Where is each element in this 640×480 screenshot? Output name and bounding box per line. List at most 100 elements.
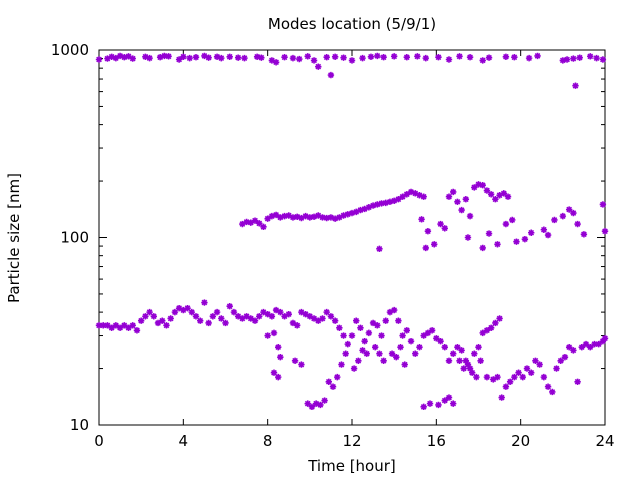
data-point [321,397,328,404]
data-point [420,332,427,339]
data-point [319,214,326,221]
data-point [422,54,429,62]
data-point [112,322,120,329]
y-tick-label: 1000 [51,41,89,59]
data-point [559,212,567,220]
data-point [336,214,343,221]
data-point [137,317,145,324]
data-point [601,228,609,235]
data-point [310,57,318,64]
data-point [565,343,573,351]
data-point [454,198,461,206]
data-point [437,337,444,345]
data-point [125,53,132,60]
data-point [369,319,377,327]
data-point [424,329,432,337]
data-point [565,206,573,213]
data-point [306,214,314,221]
data-point [272,59,280,66]
data-point [462,357,470,364]
data-point [414,53,421,60]
data-point [441,225,448,232]
data-point [353,317,360,324]
data-point [289,54,297,62]
data-point [502,383,510,390]
data-point [293,213,301,220]
data-point [304,400,311,407]
data-point [161,52,168,60]
data-point [95,322,103,329]
data-point [175,304,183,312]
data-point [247,315,254,322]
data-point [327,313,335,320]
data-point [239,220,246,228]
data-point [298,361,305,368]
data-point [578,343,586,351]
data-point [587,53,594,60]
data-point [272,306,280,314]
data-point [386,198,394,206]
data-point [258,54,265,61]
data-point [121,322,128,329]
data-point [420,403,427,411]
data-point [504,193,512,200]
data-point [251,217,259,224]
data-point [201,52,208,60]
data-point [599,201,607,208]
data-point [277,353,284,361]
chart-title: Modes location (5/9/1) [268,15,436,33]
data-point [475,343,482,351]
data-point [407,337,415,345]
data-point [492,319,499,327]
data-point [323,214,330,222]
data-point [331,317,339,324]
data-point [445,56,453,63]
data-point [374,52,381,60]
data-point [146,308,153,316]
data-point [435,401,442,409]
data-point [359,347,366,354]
data-point [154,319,162,327]
data-point [129,55,136,62]
data-point [450,350,457,357]
data-point [458,347,465,354]
data-point [574,220,581,228]
data-point [464,361,472,368]
data-point [222,319,229,327]
data-point [580,231,588,238]
data-point [293,322,301,329]
x-axis: 0 4 8 12 16 20 24 [94,50,615,450]
data-point [494,373,501,381]
data-point [479,182,486,189]
data-point [260,308,267,316]
data-point [317,401,324,409]
data-point [572,82,579,89]
data-point [534,52,541,60]
data-point [528,369,535,376]
data-point [561,353,569,361]
data-point [513,238,520,245]
data-point [201,299,208,306]
data-point [156,54,164,61]
data-point [243,313,250,320]
data-point [521,235,529,243]
data-point [492,196,499,203]
data-point [277,308,284,316]
x-tick-label: 12 [342,432,361,450]
data-point [519,373,526,381]
data-point [270,329,278,337]
data-point [494,241,501,248]
x-tick-label: 0 [94,432,104,450]
data-point [163,322,170,329]
data-point [95,56,103,63]
data-point [523,365,531,372]
data-point [544,231,552,239]
data-point [502,53,510,60]
data-point [275,343,282,351]
data-point [553,365,560,372]
data-point [559,57,567,64]
data-point [285,310,292,318]
data-point [365,204,373,211]
data-point [306,313,314,320]
